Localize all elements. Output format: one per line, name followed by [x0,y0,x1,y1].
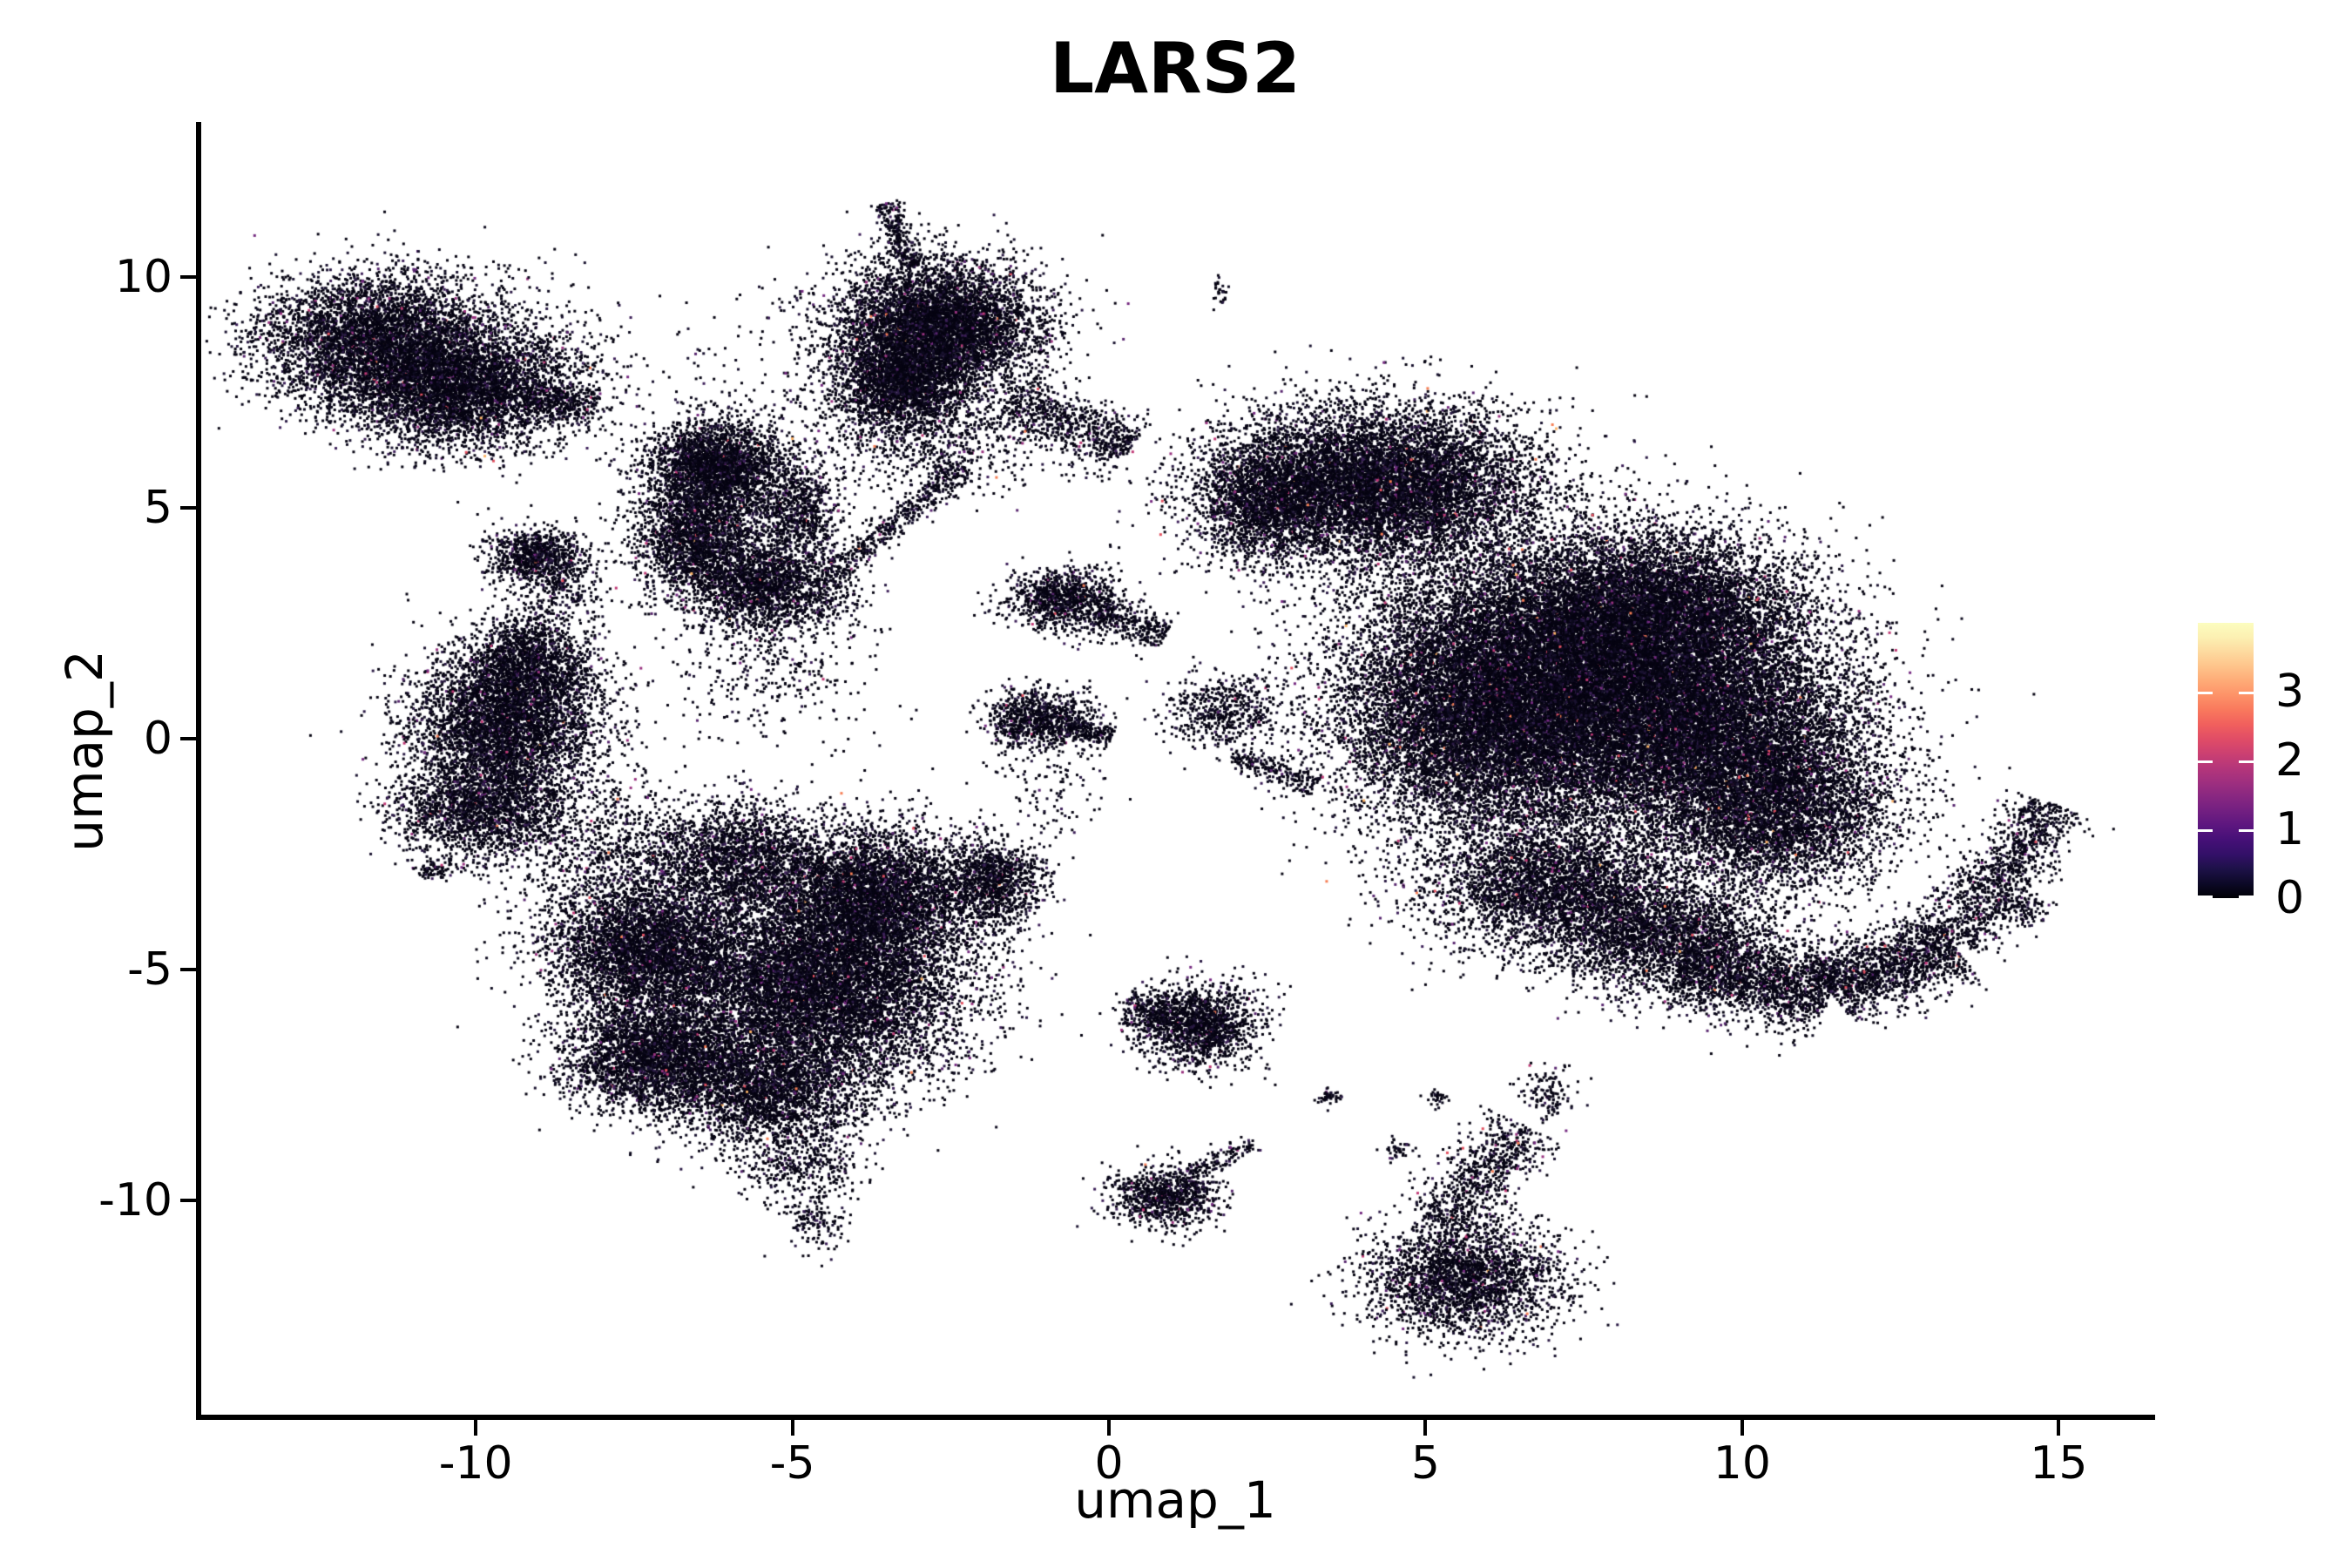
x-tick-mark [1423,1420,1428,1436]
y-tick-mark [180,737,196,741]
x-tick-label: 5 [1410,1437,1441,1490]
y-tick-label: 0 [143,713,172,766]
x-tick-mark [2057,1420,2061,1436]
x-tick-label: -10 [438,1437,513,1490]
colorbar-tick-mark [2239,829,2254,832]
y-tick-mark [180,968,196,972]
colorbar-tick-label: 2 [2275,734,2305,787]
colorbar-tick-mark [2198,760,2213,763]
x-tick-label: -5 [769,1437,815,1490]
colorbar-tick-mark [2198,829,2213,832]
x-tick-mark [474,1420,478,1436]
colorbar-tick-label: 1 [2275,803,2305,855]
x-tick-mark [1107,1420,1112,1436]
x-axis-line [196,1415,2155,1420]
y-tick-label: 5 [143,482,172,535]
page-title: LARS2 [1050,28,1301,109]
y-tick-mark [180,275,196,280]
x-tick-mark [1740,1420,1744,1436]
x-tick-label: 0 [1094,1437,1124,1490]
colorbar-tick-label: 3 [2275,666,2305,718]
y-tick-mark [180,1199,196,1203]
y-tick-mark [180,506,196,510]
colorbar-tick-mark [2239,896,2254,898]
colorbar-tick-mark [2198,692,2213,694]
y-axis-label: umap_2 [55,650,114,852]
x-tick-mark [790,1420,794,1436]
colorbar-tick-mark [2239,760,2254,763]
y-axis-line [196,122,201,1420]
y-tick-label: -5 [127,943,172,997]
colorbar-tick-label: 0 [2275,872,2305,924]
x-tick-label: 10 [1713,1437,1771,1490]
x-axis-label: umap_1 [1074,1470,1276,1530]
x-tick-label: 15 [2030,1437,2088,1490]
y-tick-label: 10 [114,251,172,304]
y-tick-label: -10 [98,1174,172,1227]
colorbar-tick-mark [2198,896,2213,898]
colorbar-tick-mark [2239,692,2254,694]
